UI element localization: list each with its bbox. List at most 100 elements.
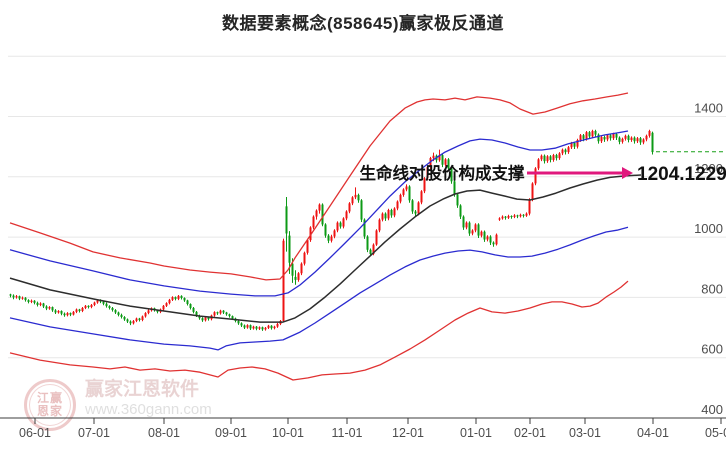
candle-body bbox=[603, 137, 606, 140]
candle-body bbox=[333, 230, 336, 237]
candle-body bbox=[471, 230, 474, 234]
candle-body bbox=[453, 181, 456, 195]
upper-rail-red-line bbox=[9, 92, 629, 281]
candle-body bbox=[540, 155, 543, 160]
candle-body bbox=[642, 139, 645, 143]
candle-body bbox=[369, 249, 372, 254]
candle-body bbox=[438, 155, 441, 161]
candle-body bbox=[636, 138, 639, 142]
candle-body bbox=[348, 203, 351, 212]
x-axis-label: 07-01 bbox=[78, 426, 110, 440]
candle-body bbox=[312, 216, 315, 228]
candle-body bbox=[225, 312, 228, 315]
candle-body bbox=[303, 252, 306, 264]
candle-body bbox=[459, 205, 462, 217]
candle-body bbox=[72, 311, 75, 315]
watermark-brand: 赢家江恩软件 bbox=[85, 379, 200, 400]
candle-body bbox=[543, 155, 546, 162]
candle-body bbox=[615, 133, 618, 138]
candle-body bbox=[507, 215, 510, 218]
candle-body bbox=[324, 224, 327, 236]
x-axis-label: 09-01 bbox=[215, 426, 247, 440]
candle-body bbox=[291, 263, 294, 276]
candle-body bbox=[546, 156, 549, 162]
candle-body bbox=[465, 222, 468, 228]
candle-body bbox=[147, 310, 150, 314]
candle-body bbox=[648, 130, 651, 136]
candle-body bbox=[60, 310, 63, 314]
watermark-url: www.360gann.com bbox=[85, 401, 212, 418]
candle-body bbox=[417, 202, 420, 214]
candle-body bbox=[411, 200, 414, 212]
candle-body bbox=[258, 327, 261, 329]
x-axis-label: 01-01 bbox=[460, 426, 492, 440]
candle-body bbox=[309, 227, 312, 241]
candle-body bbox=[54, 310, 57, 313]
candlestick-layer bbox=[9, 129, 654, 331]
candle-body bbox=[132, 320, 135, 324]
y-axis-label: 400 bbox=[701, 402, 723, 417]
candle-body bbox=[21, 297, 24, 299]
candle-body bbox=[171, 297, 174, 300]
candle-body bbox=[135, 318, 138, 321]
candle-body bbox=[594, 130, 597, 135]
candle-body bbox=[48, 307, 51, 309]
candle-body bbox=[285, 206, 288, 234]
candle-body bbox=[528, 199, 531, 214]
candle-body bbox=[318, 204, 321, 211]
candle-body bbox=[393, 208, 396, 216]
y-axis-label: 600 bbox=[701, 342, 723, 357]
candle-body bbox=[306, 240, 309, 253]
candle-body bbox=[570, 143, 573, 148]
x-axis-label: 12-01 bbox=[392, 426, 424, 440]
candle-body bbox=[69, 313, 72, 315]
candle-body bbox=[12, 295, 15, 298]
candle-body bbox=[600, 137, 603, 142]
candle-body bbox=[243, 325, 246, 328]
candle-body bbox=[645, 135, 648, 140]
candle-body bbox=[582, 135, 585, 139]
candle-body bbox=[117, 312, 120, 315]
winner-gann-logo-icon: 江赢 恩家 bbox=[24, 379, 76, 431]
candle-body bbox=[612, 133, 615, 139]
candle-body bbox=[639, 138, 642, 143]
candle-body bbox=[51, 307, 54, 311]
candle-body bbox=[402, 189, 405, 195]
candle-body bbox=[114, 310, 117, 313]
candle-body bbox=[222, 310, 225, 313]
candle-body bbox=[450, 168, 453, 182]
candle-body bbox=[228, 314, 231, 317]
candle-body bbox=[591, 130, 594, 137]
candle-body bbox=[63, 313, 66, 316]
lower-mid-blue-line bbox=[9, 226, 629, 351]
candle-body bbox=[189, 304, 192, 308]
candle-body bbox=[621, 138, 624, 142]
candle-body bbox=[165, 303, 168, 306]
y-axis-label: 800 bbox=[701, 281, 723, 296]
candle-body bbox=[414, 211, 417, 214]
candle-body bbox=[96, 300, 99, 303]
candle-body bbox=[183, 298, 186, 301]
candle-body bbox=[336, 222, 339, 231]
candle-body bbox=[360, 200, 363, 220]
candle-body bbox=[444, 159, 447, 165]
candle-body bbox=[486, 236, 489, 240]
candle-body bbox=[66, 313, 69, 316]
watermark-text: 赢家江恩软件 www.360gann.com bbox=[85, 379, 212, 418]
candle-body bbox=[315, 210, 318, 217]
x-axis-label: 02-01 bbox=[514, 426, 546, 440]
candle-body bbox=[330, 236, 333, 241]
annotation-layer: 生命线对股价构成支撑 1204.1229 bbox=[360, 163, 726, 185]
candle-body bbox=[474, 224, 477, 231]
candle-body bbox=[606, 135, 609, 140]
candle-body bbox=[294, 276, 297, 280]
candle-body bbox=[240, 323, 243, 326]
candle-body bbox=[462, 216, 465, 228]
candle-body bbox=[18, 296, 21, 299]
candle-body bbox=[9, 294, 12, 296]
candle-body bbox=[249, 325, 252, 329]
candle-body bbox=[180, 295, 183, 299]
annotation-arrow-head-icon bbox=[622, 167, 633, 179]
candle-body bbox=[504, 216, 507, 218]
candle-body bbox=[15, 296, 18, 298]
